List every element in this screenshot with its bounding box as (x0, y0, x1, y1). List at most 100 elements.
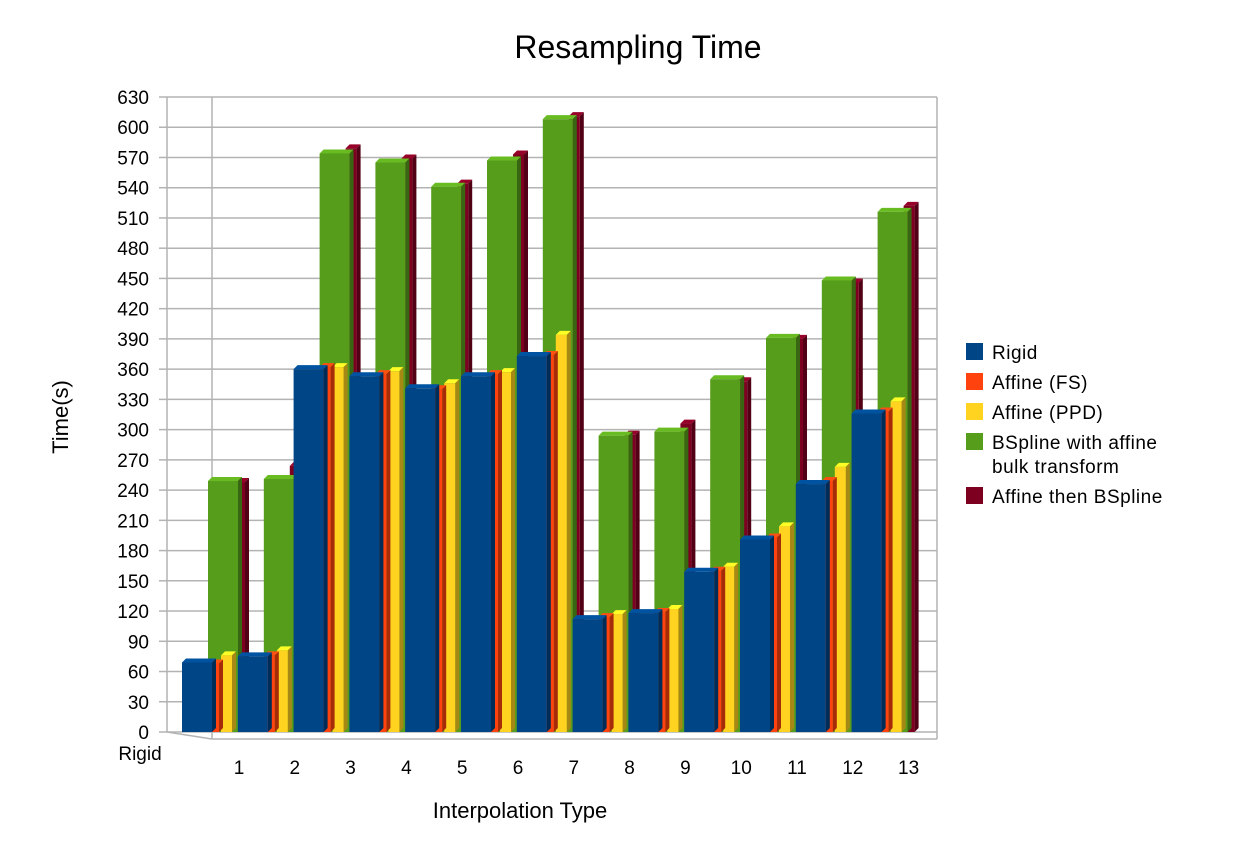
bar (795, 480, 830, 732)
x-tick-label: 6 (513, 758, 524, 779)
bar-side-face (343, 363, 348, 732)
bar-top-face (628, 609, 663, 614)
bar-side-face (323, 365, 328, 732)
x-tick-label: 9 (680, 758, 691, 779)
legend-swatch (966, 433, 983, 450)
y-tick-label: 0 (138, 723, 149, 744)
bar-side-face (511, 368, 515, 732)
bar (444, 379, 460, 732)
bar-front-face (237, 656, 268, 732)
bar (221, 651, 236, 732)
bar-front-face (572, 619, 603, 732)
y-tick-label: 60 (128, 663, 149, 684)
y-tick-label: 570 (117, 148, 149, 169)
bar (332, 363, 348, 732)
y-tick-label: 510 (117, 209, 149, 230)
bar-front-face (405, 388, 436, 732)
bar-side-face (572, 115, 577, 732)
bar-side-face (579, 112, 584, 732)
bar-top-face (795, 480, 830, 485)
x-tick-label: 11 (787, 758, 807, 779)
x-tick-label: 1 (234, 758, 245, 779)
bar-side-face (442, 385, 447, 732)
y-tick-label: 600 (117, 118, 149, 139)
bar (779, 522, 794, 732)
x-tick-label: 10 (731, 758, 752, 779)
x-tick-label: 13 (898, 758, 919, 779)
bar-top-face (221, 651, 236, 656)
bar-top-face (431, 182, 466, 187)
legend-label: BSpline with affine (992, 433, 1157, 454)
bar (667, 605, 683, 732)
bar-top-face (903, 201, 919, 206)
bar-side-face (881, 409, 886, 732)
legend-swatch (966, 343, 983, 360)
bar (388, 367, 404, 732)
bar-front-face (221, 655, 232, 732)
bar-side-face (546, 352, 551, 732)
bar-side-face (386, 370, 391, 732)
bar-front-face (461, 376, 491, 732)
x-tick-label: 5 (457, 758, 468, 779)
bar-side-face (491, 372, 495, 732)
x-tick-label: 7 (569, 758, 580, 779)
bar (182, 658, 216, 732)
y-tick-label: 90 (128, 632, 149, 653)
bar (684, 567, 719, 732)
y-tick-label: 390 (117, 330, 149, 351)
y-tick-label: 330 (117, 390, 149, 411)
bar-top-face (487, 156, 521, 161)
bar-side-face (665, 608, 670, 732)
bar-top-face (542, 115, 577, 120)
bar-side-face (825, 480, 830, 732)
legend-swatch (966, 373, 983, 390)
bar-side-face (232, 651, 236, 732)
bar-side-face (274, 651, 279, 732)
legend-label: Affine then BSpline (992, 487, 1163, 508)
y-tick-label: 450 (117, 269, 149, 290)
legend-item: Affine then BSpline (966, 487, 1163, 508)
bar-side-face (435, 384, 440, 732)
y-tick-label: 240 (117, 481, 149, 502)
bar-side-face (330, 363, 335, 732)
bar-top-face (516, 352, 551, 357)
bar-side-face (287, 646, 292, 732)
x-tick-label: 12 (842, 758, 863, 779)
bar-side-face (914, 201, 919, 732)
bar-top-face (890, 397, 906, 402)
bar-side-face (219, 659, 223, 732)
bar-top-face (851, 409, 886, 414)
bar-top-face (388, 367, 404, 372)
bar-top-face (611, 610, 627, 615)
bar-side-face (770, 535, 774, 732)
x-axis-label: Interpolation Type (433, 798, 608, 823)
bar (349, 372, 384, 732)
bar-top-face (834, 462, 850, 467)
y-tick-label: 120 (117, 602, 149, 623)
bar (237, 652, 272, 732)
bar-side-face (399, 367, 404, 732)
bar-top-face (766, 333, 800, 338)
bar (740, 535, 774, 732)
bar-top-face (457, 179, 473, 184)
bar-front-face (500, 372, 511, 732)
bar-front-face (834, 466, 846, 732)
x-tick-label: 3 (345, 758, 356, 779)
bar-top-face (680, 419, 696, 424)
bar (628, 609, 663, 732)
bar-front-face (628, 613, 659, 732)
bar-side-face (267, 652, 272, 732)
bar-front-face (332, 367, 344, 732)
bar (611, 610, 627, 732)
legend-label: Affine (FS) (992, 373, 1088, 394)
bar-top-face (345, 144, 361, 149)
legend-swatch (966, 403, 983, 420)
bar-side-face (907, 207, 912, 732)
bar-side-face (658, 609, 663, 732)
bar (461, 372, 495, 732)
bar-top-face (208, 477, 242, 482)
legend-label: bulk transform (992, 457, 1119, 478)
legend-item: BSpline with affine bulk transform (966, 433, 1157, 478)
bar-top-face (405, 384, 440, 389)
bar-top-face (723, 562, 739, 567)
